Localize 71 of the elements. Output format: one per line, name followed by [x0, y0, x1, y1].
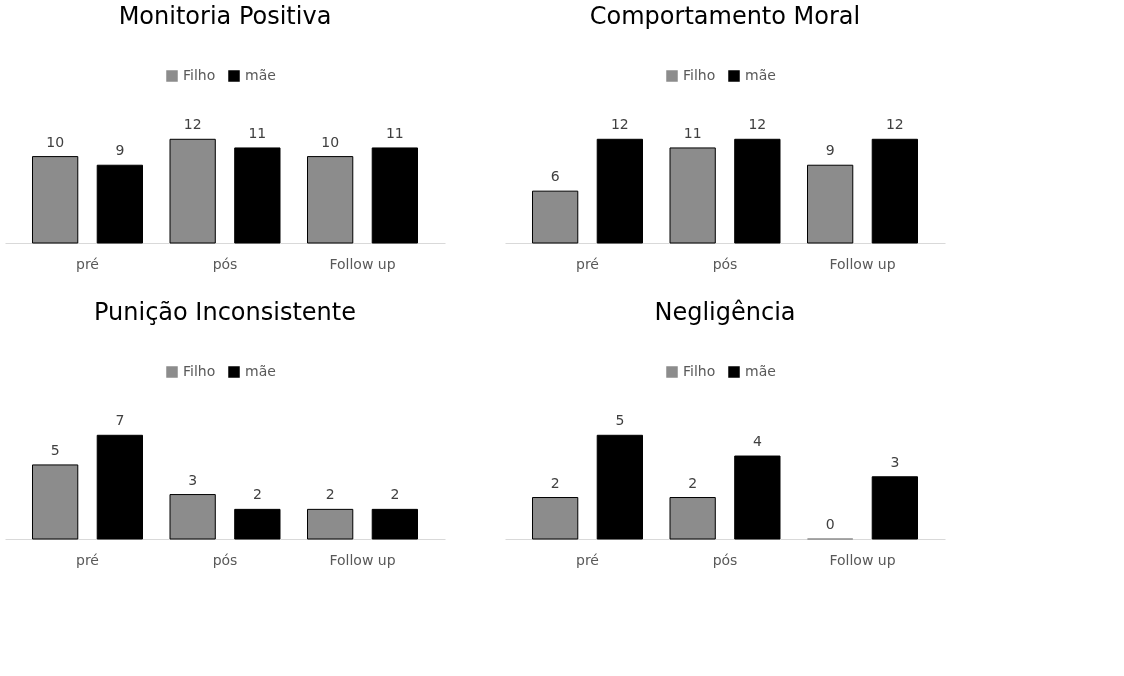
x-tick-label: Follow up	[329, 255, 396, 272]
x-tick-label: pré	[76, 551, 99, 568]
legend-label: mãe	[245, 363, 276, 379]
bar	[669, 497, 716, 540]
x-tick-label: pré	[576, 255, 599, 272]
bar	[371, 508, 418, 540]
bar	[371, 147, 418, 244]
legend-label: mãe	[245, 67, 276, 83]
data-label: 3	[188, 471, 198, 488]
bar	[307, 156, 354, 244]
data-label: 2	[688, 474, 698, 491]
bar	[307, 508, 354, 540]
x-tick-label: pós	[212, 255, 238, 272]
chart-title: Comportamento Moral	[589, 2, 861, 30]
bar	[96, 164, 143, 244]
bar	[532, 497, 579, 540]
bar	[734, 455, 781, 540]
x-tick-label: pré	[76, 255, 99, 272]
data-label: 9	[115, 142, 125, 159]
legend-label: Filho	[183, 363, 216, 379]
legend-label: mãe	[745, 67, 776, 83]
data-label: 10	[321, 133, 340, 150]
bar	[596, 434, 643, 540]
data-label: 7	[115, 412, 125, 429]
bar	[871, 138, 918, 244]
bar	[234, 147, 281, 244]
bar	[669, 147, 716, 244]
legend-label: Filho	[683, 67, 716, 83]
data-label: 12	[610, 116, 629, 133]
bar	[871, 476, 918, 540]
data-label: 2	[252, 486, 262, 503]
bar	[734, 138, 781, 244]
bar	[96, 434, 143, 540]
data-label: 2	[390, 486, 400, 503]
x-tick-label: Follow up	[329, 551, 396, 568]
x-tick-label: Follow up	[829, 551, 896, 568]
x-tick-label: Follow up	[829, 255, 896, 272]
data-label: 2	[550, 474, 560, 491]
x-tick-label: pós	[212, 551, 238, 568]
data-label: 0	[825, 516, 835, 532]
x-tick-label: pós	[712, 551, 738, 568]
bar	[169, 138, 216, 244]
data-label: 12	[885, 116, 904, 133]
bar	[169, 494, 216, 540]
legend-label: mãe	[745, 363, 776, 379]
chart-title: Punição Inconsistente	[94, 298, 356, 326]
data-label: 9	[825, 142, 835, 159]
data-label: 10	[46, 133, 65, 150]
data-label: 12	[748, 116, 767, 133]
data-label: 11	[683, 124, 702, 141]
chart-title: Negligência	[654, 298, 796, 326]
data-label: 5	[50, 441, 60, 458]
bar	[596, 138, 643, 244]
data-label: 3	[890, 453, 900, 470]
x-tick-label: pós	[712, 255, 738, 272]
bar	[807, 164, 854, 244]
legend-label: Filho	[183, 67, 216, 83]
bar	[32, 464, 79, 540]
data-label: 4	[752, 433, 762, 450]
chart-title: Monitoria Positiva	[118, 2, 332, 30]
data-label: 6	[550, 168, 560, 185]
bar	[234, 508, 281, 540]
data-label: 12	[183, 116, 202, 133]
bar	[532, 190, 579, 244]
legend-label: Filho	[683, 363, 716, 379]
x-tick-label: pré	[576, 551, 599, 568]
data-label: 2	[325, 486, 335, 503]
bar	[32, 156, 79, 244]
data-label: 11	[248, 124, 267, 141]
data-label: 5	[615, 412, 625, 429]
data-label: 11	[385, 124, 404, 141]
